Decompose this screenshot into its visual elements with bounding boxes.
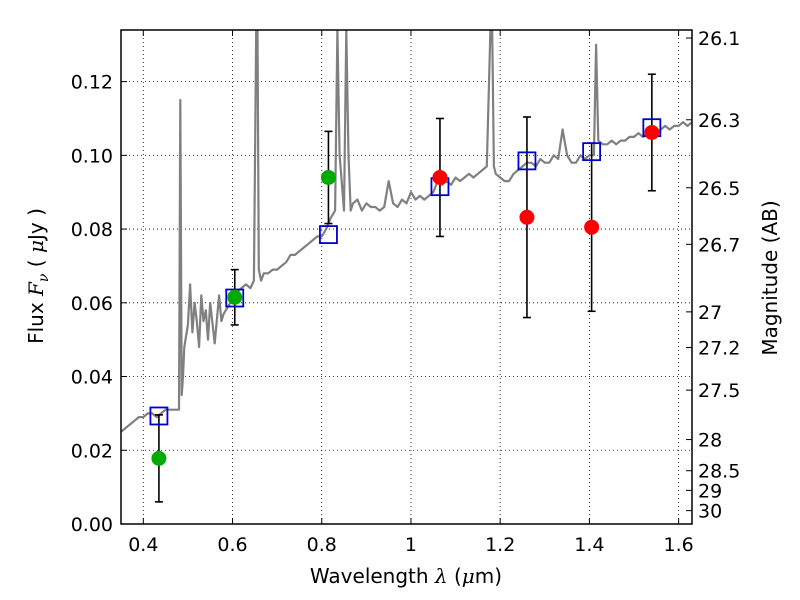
x-tick-label: 1.6 bbox=[664, 534, 694, 556]
y-axis-right-label: Magnitude (AB) bbox=[758, 200, 782, 355]
spectrum-line bbox=[121, 30, 692, 433]
green-data-point bbox=[320, 169, 336, 185]
x-axis-label-mu: μ bbox=[462, 564, 475, 588]
y-tick-label: 0.00 bbox=[71, 514, 113, 536]
y-right-tick-label: 29 bbox=[698, 480, 722, 502]
y-right-tick-label: 26.1 bbox=[698, 28, 740, 50]
y-tick-label: 0.02 bbox=[71, 440, 113, 462]
y-right-tick-label: 26.7 bbox=[698, 234, 740, 256]
y-right-tick-label: 26.5 bbox=[698, 178, 740, 200]
x-tick-label: 1.4 bbox=[574, 534, 604, 556]
y-tick-label: 0.06 bbox=[71, 293, 113, 315]
red-data-point bbox=[584, 219, 600, 235]
x-tick-label: 1.2 bbox=[485, 534, 515, 556]
y-tick-label: 0.04 bbox=[71, 367, 113, 389]
x-tick-label: 1 bbox=[405, 534, 417, 556]
green-data-point bbox=[151, 450, 167, 466]
y-axis-label-unit: Jy ) bbox=[24, 208, 48, 242]
model-square bbox=[582, 142, 602, 162]
x-axis-label-unit: ( bbox=[448, 564, 462, 588]
x-axis-label: Wavelength λ (μm) bbox=[310, 564, 502, 588]
spectrum-layer bbox=[121, 30, 692, 433]
y-tick-label: 0.12 bbox=[71, 72, 113, 94]
axis-ticks: 0.4 0.6 0.8 1 1.2 1.4 1.6 0.00 0.02 0.04 0.06 0.08 0… bbox=[71, 28, 741, 556]
red-data-point bbox=[519, 209, 535, 225]
y-tick-label: 0.10 bbox=[71, 145, 113, 167]
y-axis-label: Flux Fν ( μJy ) bbox=[24, 208, 52, 344]
y-axis-label-symbol: F bbox=[24, 281, 48, 297]
y-right-tick-label: 28.5 bbox=[698, 461, 740, 483]
grid-lines bbox=[121, 30, 692, 525]
y-tick-label: 0.08 bbox=[71, 219, 113, 241]
x-tick-label: 0.8 bbox=[307, 534, 337, 556]
y-right-tick-label: 26.3 bbox=[698, 110, 740, 132]
y-axis-label-paren: ( bbox=[24, 253, 48, 274]
y-axis-label-mu: μ bbox=[24, 240, 48, 253]
x-axis-label-symbol: λ bbox=[434, 564, 448, 588]
y-right-tick-label: 27.5 bbox=[698, 380, 740, 402]
y-axis-label-word: Flux bbox=[24, 296, 48, 344]
y-right-tick-label: 28 bbox=[698, 430, 722, 452]
y-axis-label-subscript: ν bbox=[36, 273, 52, 282]
model-square bbox=[149, 406, 169, 426]
y-right-tick-label: 27 bbox=[698, 302, 722, 324]
x-tick-label: 0.6 bbox=[217, 534, 247, 556]
green-data-point bbox=[227, 289, 243, 305]
x-tick-label: 0.4 bbox=[128, 534, 158, 556]
model-square bbox=[319, 225, 338, 245]
x-axis-label-unit-end: m) bbox=[475, 564, 502, 588]
model-square bbox=[517, 151, 537, 171]
red-data-point bbox=[432, 169, 448, 185]
y-right-tick-label: 27.2 bbox=[698, 338, 740, 360]
plot-frame bbox=[120, 29, 693, 525]
y-right-tick-label: 30 bbox=[698, 501, 722, 523]
red-data-point bbox=[644, 124, 660, 140]
data-marks bbox=[149, 73, 662, 503]
x-axis-label-word: Wavelength bbox=[310, 564, 435, 588]
model-square bbox=[225, 288, 245, 308]
